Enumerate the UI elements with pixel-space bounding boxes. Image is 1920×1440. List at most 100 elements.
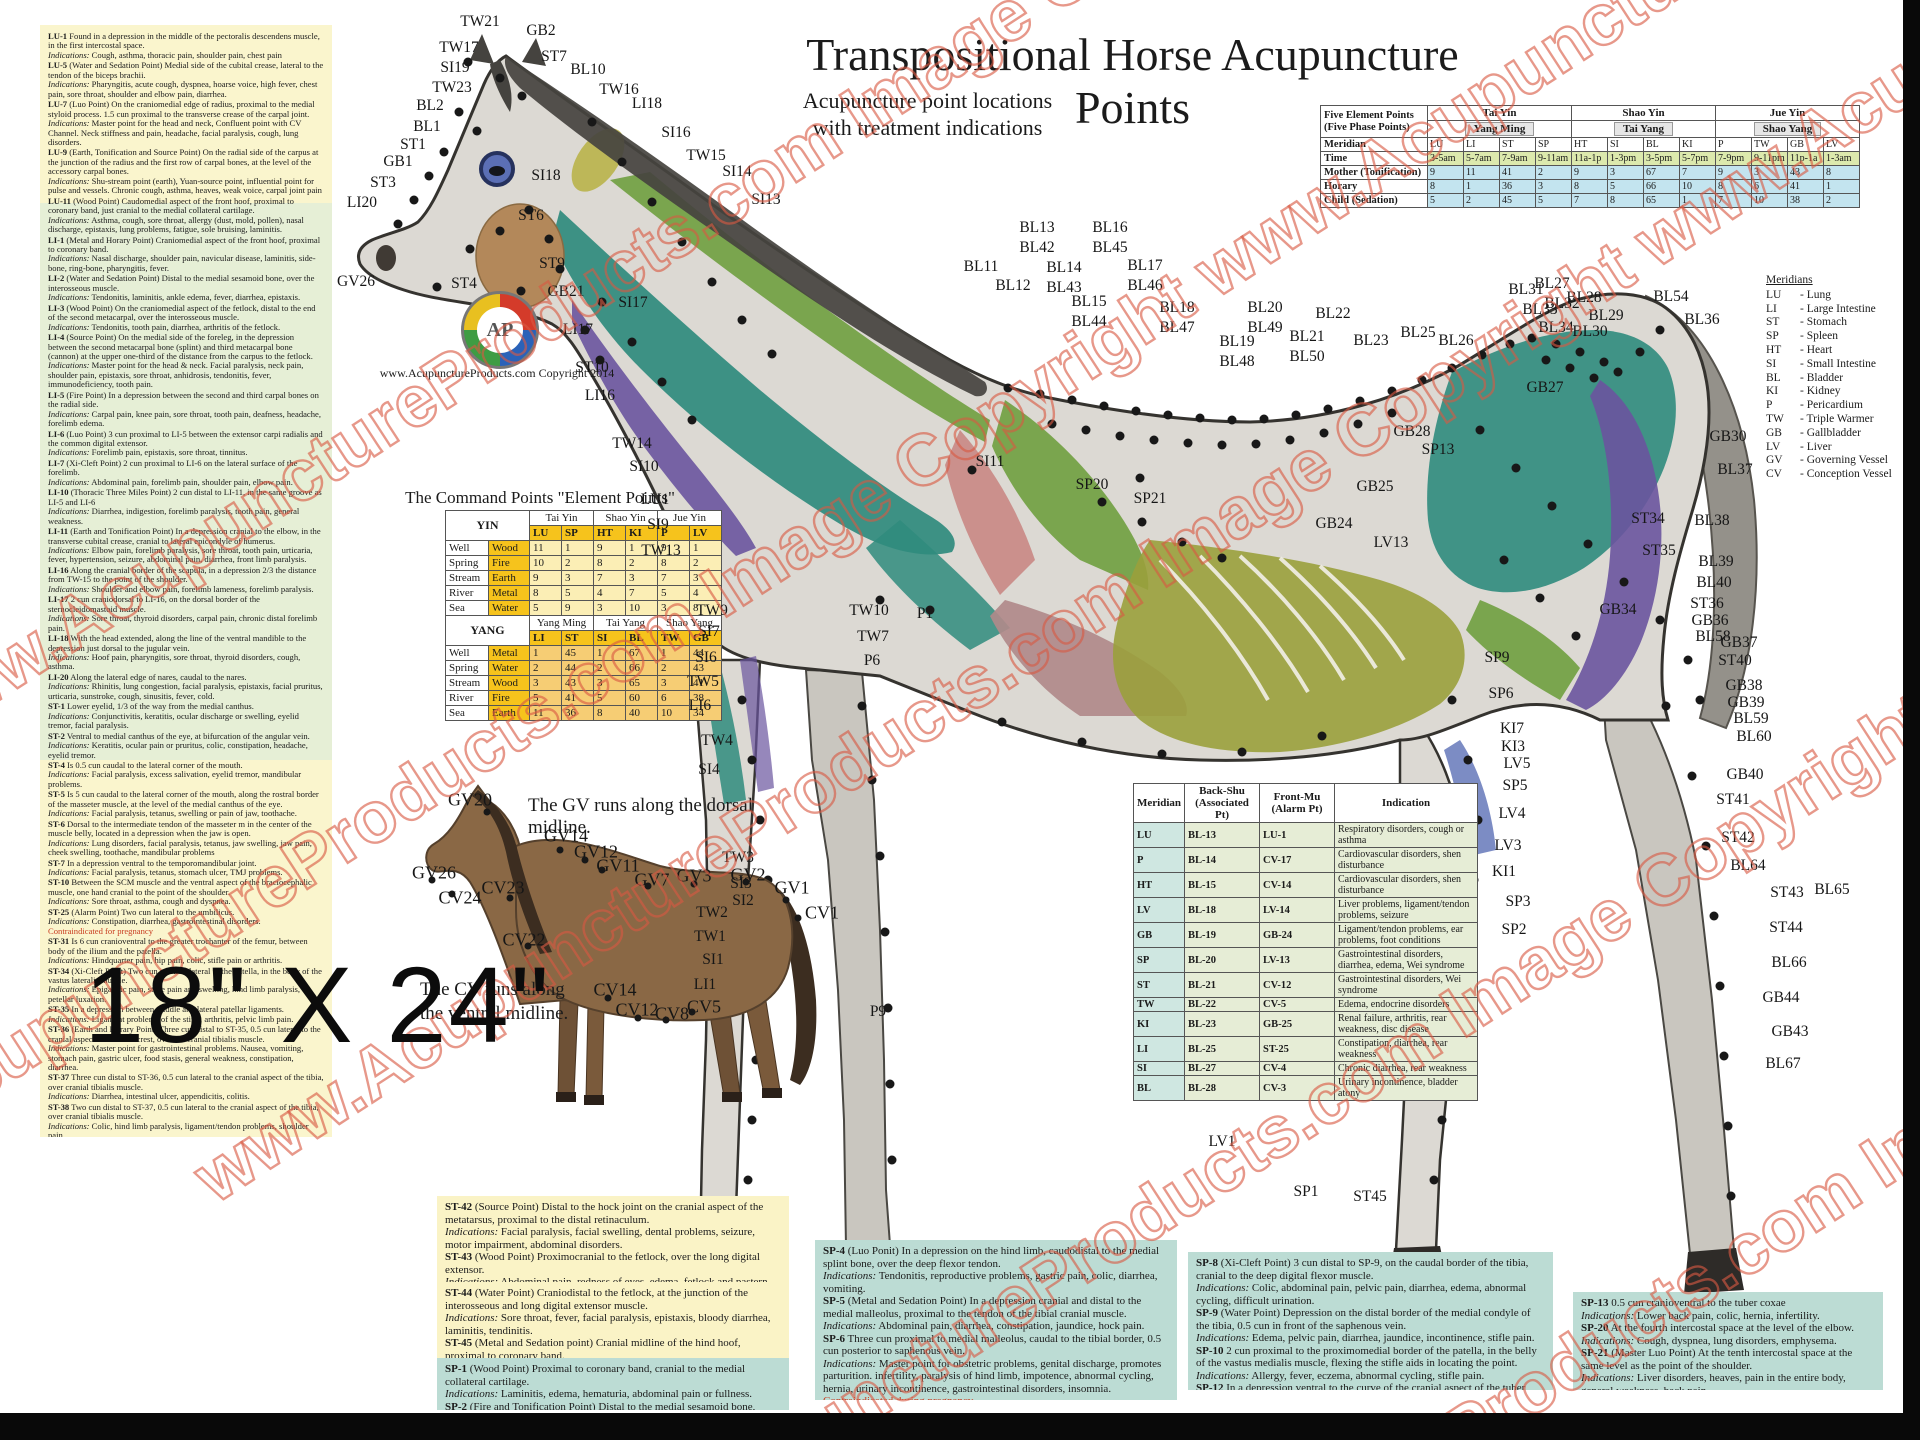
five-element-cell: HT [1571,137,1608,152]
five-element-cell: 9-11pm [1751,151,1788,166]
five-element-cell: 7 [1715,193,1752,208]
five-element-cell: SI [1607,137,1644,152]
command-side-label: YANG [445,615,530,646]
shumu-meridian: SP [1133,947,1185,974]
point-entry: LI-18 With the head extended, along the … [48,633,307,672]
meridian-legend: Meridians LU - Lung LI - Large Intestine ST -… [1766,274,1914,482]
meridian-legend-item: LV - Liver [1766,440,1832,453]
meridian-legend-item: SP - Spleen [1766,330,1839,343]
shumu-row: LU BL-13 LU-1 Respiratory disorders, cough … [1133,822,1478,849]
point-entry: LI-7 (Xi-Cleft Point) 2 cun proximal to … [48,457,298,487]
sidebar-bg-li [40,203,332,760]
shumu-frontmu: CV-17 [1259,847,1335,874]
shumu-indication: Urinary incontinence, bladder atony [1334,1075,1478,1102]
shumu-row: KI BL-23 GB-25 Renal failure, arthritis, re… [1133,1011,1478,1038]
command-row-name: Spring [445,660,489,676]
group-subheader: Tai Yang [1571,120,1716,138]
shumu-frontmu: LU-1 [1259,822,1335,849]
sidebar-bg-lung [40,25,332,203]
meridian-legend-item: ST - Stomach [1766,316,1847,329]
five-element-cell: 8 [1607,193,1644,208]
meridian-legend-item: P- Pericardium [1766,399,1863,412]
command-value: 4 [593,585,626,601]
command-value: 1 [561,540,594,556]
command-row-name: River [445,585,489,601]
command-column: SI [593,630,626,646]
five-element-cell: SP [1535,137,1572,152]
shumu-meridian: GB [1133,922,1185,949]
five-element-cell: 1 [1823,179,1860,194]
command-group: Yang Ming [529,615,594,631]
point-entry: ST-2 Ventral to medial canthus of the ey… [48,730,310,760]
point-entry: SP-10 2 cun proximal to the proximomedia… [1196,1344,1537,1382]
five-element-cell: 2 [1535,165,1572,180]
command-value: 7 [593,570,626,586]
five-element-cell: 41 [1499,165,1536,180]
command-value: 1 [593,645,626,661]
meridian-legend-item: BL - Bladder [1766,371,1844,384]
five-element-cell: 7 [1679,165,1716,180]
shumu-backshu: BL-28 [1184,1075,1260,1102]
command-value: 66 [625,660,658,676]
meridian-legend-title: Meridians [1766,274,1813,286]
sidebar-text: LU-1 Found in a depression in the middle… [40,25,332,1137]
point-entry: ST-36 (Earth and Horary Point) Three cun… [48,1024,321,1073]
command-element: Water [488,660,530,676]
command-value: 8 [593,555,626,571]
command-value: 41 [689,675,722,691]
five-element-cell: 2 [1463,193,1500,208]
five-element-cell: 7-9pm [1715,151,1752,166]
shumu-row: ST BL-21 CV-12 Gastrointestinal disorders, … [1133,972,1478,999]
five-element-cell: 10 [1751,193,1788,208]
command-column: HT [593,525,626,541]
command-value: 44 [561,660,594,676]
five-element-corner: Five Element Points (Five Phase Points) [1320,105,1428,138]
command-value: 9 [657,540,690,556]
shumu-backshu: BL-18 [1184,897,1260,924]
five-element-points-table: Five Element Points (Five Phase Points) Ta… [1320,105,1860,208]
shumu-indication: Constipation, diarrhea, rear weakness [1334,1036,1478,1063]
five-element-cell: 1-3pm [1607,151,1644,166]
indication-block: SP-1 (Wood Point) Proximal to coronary b… [437,1358,789,1410]
logo-monogram: AP [477,307,523,353]
subtitle: Acupuncture point locations with treatme… [800,88,1055,142]
subtitle-line2: with treatment indications [812,114,1043,140]
command-points-title: The Command Points "Element Points" [405,488,675,507]
five-element-cell: 1 [1463,179,1500,194]
subtitle-line1: Acupuncture point locations [802,88,1053,113]
five-element-cell: 65 [1643,193,1680,208]
five-element-cell: 11p-1a [1787,151,1824,166]
five-element-cell: BL [1643,137,1680,152]
command-column: LI [529,630,562,646]
shumu-header: Indication [1334,782,1478,824]
group-subheader: Yang Ming [1427,120,1572,138]
command-group: Shao Yang [657,615,722,631]
command-value: 10 [529,555,562,571]
shumu-frontmu: CV-4 [1259,1061,1335,1077]
command-value: 7 [657,570,690,586]
bottom-frame-bar [0,1413,1920,1440]
point-entry: LI-20 Along the lateral edge of nares, c… [48,671,323,701]
command-row-name: River [445,690,489,706]
five-element-cell: LV [1823,137,1860,152]
indication-block: SP-4 (Luo Ponit) In a depression on the … [815,1240,1177,1400]
command-value: 10 [657,705,690,721]
command-value: 5 [593,690,626,706]
shumu-meridian: SI [1133,1061,1185,1077]
shumu-backshu: BL-19 [1184,922,1260,949]
shumu-indication: Edema, endocrine disorders [1334,997,1478,1013]
command-column: ST [561,630,594,646]
command-value: 2 [657,660,690,676]
command-value: 1 [689,540,722,556]
point-entry: ST-43 (Wood Point) Proximocranial to the… [445,1251,768,1282]
five-element-cell: 67 [1643,165,1680,180]
row-label: Horary [1320,179,1428,194]
indication-block: SP-8 (Xi-Cleft Point) 3 cun distal to SP… [1188,1252,1553,1390]
five-element-cell: 11 [1463,165,1500,180]
command-row-name: Well [445,645,489,661]
shumu-frontmu: CV-12 [1259,972,1335,999]
group-header: Shao Yin [1571,105,1716,121]
point-entry: LI-2 (Water and Sedation Point) Distal t… [48,273,315,303]
shumu-row: GB BL-19 GB-24 Ligament/tendon problems, ea… [1133,922,1478,949]
command-value: 2 [689,555,722,571]
